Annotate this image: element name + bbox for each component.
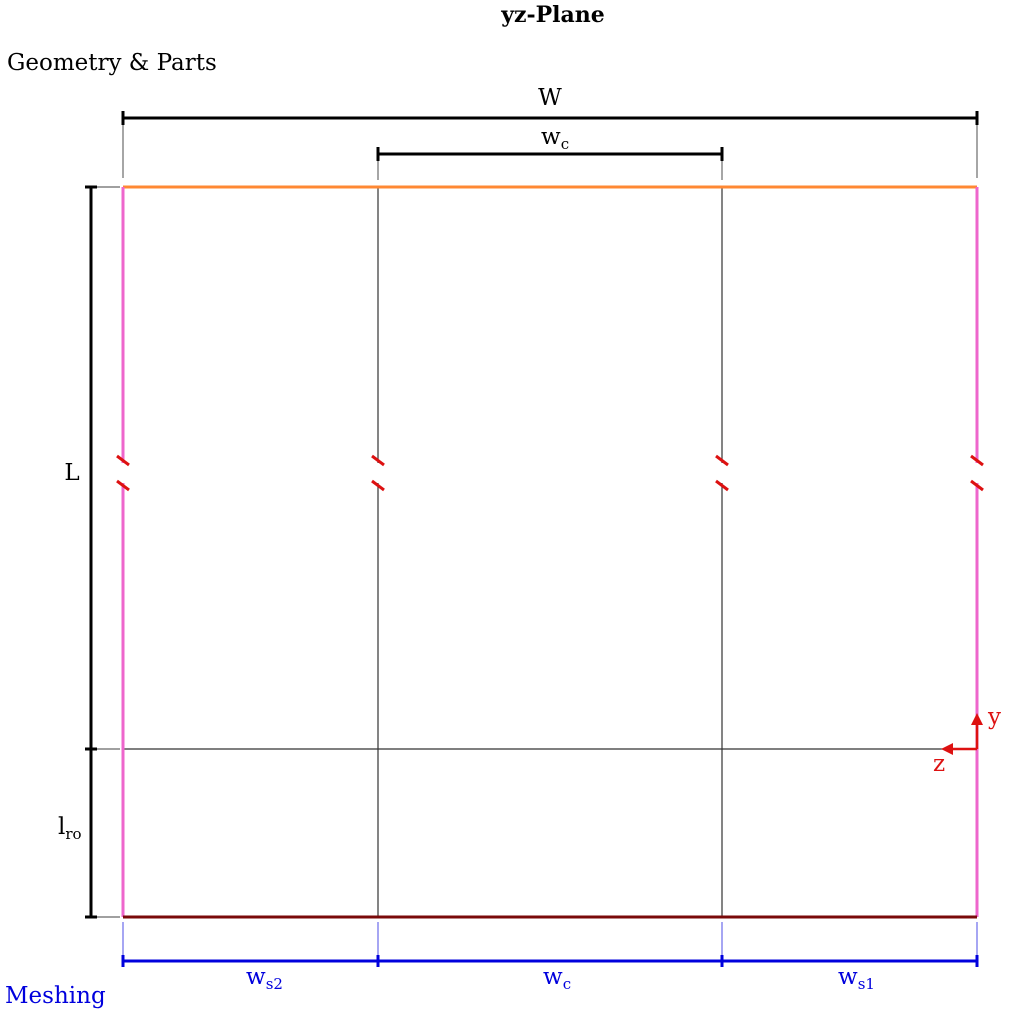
break-mark-right [970,454,984,492]
svg-text:ws2: ws2 [246,964,283,993]
core-width-dimension: wc [376,124,724,180]
break-marks [116,454,984,492]
runout-length-label-sub: ro [65,825,81,843]
core-width-label-sub: c [561,135,569,153]
meshing-dimensions: ws2 wc ws1 [121,922,979,993]
geometry-section-label: Geometry & Parts [7,50,217,76]
svg-text:lro: lro [58,814,82,843]
meshing-section-label: Meshing [5,983,106,1009]
y-axis-label: y [987,704,1001,730]
svg-text:wc: wc [541,124,569,153]
break-mark-core-right [715,454,729,492]
interior-lines [123,187,977,917]
mesh-width-s1-main: w [838,964,858,990]
z-axis-label: z [933,751,945,777]
coordinate-axes: y z [933,704,1001,777]
core-width-label-main: w [541,124,561,150]
mesh-width-c-main: w [543,964,563,990]
mesh-width-c-sub: c [563,975,571,993]
mesh-width-s2-main: w [246,964,266,990]
break-mark-left [116,454,130,492]
mesh-width-s1-sub: s1 [858,975,875,993]
break-mark-core-left [371,454,385,492]
runout-length-label-main: l [58,814,65,840]
overall-width-label: W [538,85,562,111]
svg-text:wc: wc [543,964,571,993]
svg-text:ws1: ws1 [838,964,875,993]
mesh-width-s2-sub: s2 [266,975,283,993]
overall-width-dimension: W [121,85,979,178]
length-dimension: L lro [58,185,120,919]
length-label: L [64,460,79,486]
diagram-title: yz-Plane [500,2,605,28]
